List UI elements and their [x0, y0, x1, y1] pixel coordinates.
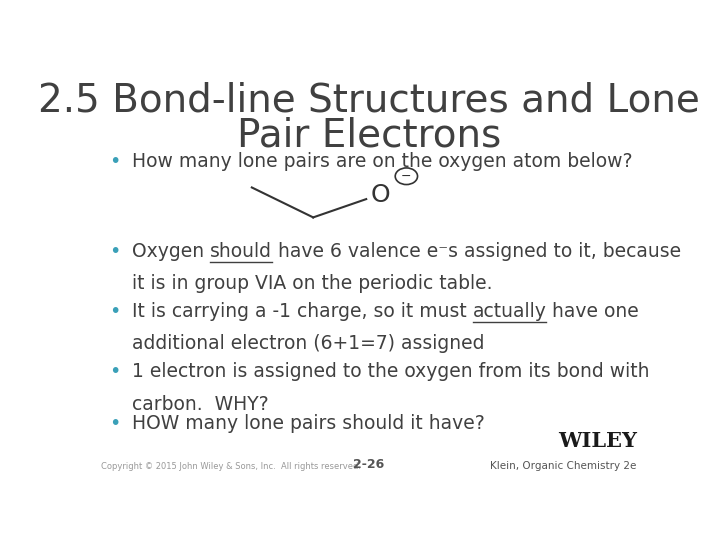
Text: It is carrying a -1 charge, so it must: It is carrying a -1 charge, so it must: [132, 302, 472, 321]
Text: carbon.  WHY?: carbon. WHY?: [132, 395, 269, 414]
Text: have 6 valence e⁻s assigned to it, because: have 6 valence e⁻s assigned to it, becau…: [272, 241, 681, 260]
Text: have one: have one: [546, 302, 639, 321]
Text: •: •: [109, 414, 121, 433]
Text: it is in group VIA on the periodic table.: it is in group VIA on the periodic table…: [132, 274, 492, 293]
Text: WILEY: WILEY: [558, 431, 637, 451]
Text: 2-26: 2-26: [354, 458, 384, 471]
Text: actually: actually: [472, 302, 546, 321]
Text: 2.5 Bond-line Structures and Lone: 2.5 Bond-line Structures and Lone: [38, 82, 700, 119]
Text: •: •: [109, 241, 121, 260]
Text: Copyright © 2015 John Wiley & Sons, Inc.  All rights reserved.: Copyright © 2015 John Wiley & Sons, Inc.…: [101, 462, 361, 471]
Text: Klein, Organic Chemistry 2e: Klein, Organic Chemistry 2e: [490, 462, 637, 471]
Text: •: •: [109, 302, 121, 321]
Text: −: −: [401, 170, 412, 183]
Text: How many lone pairs are on the oxygen atom below?: How many lone pairs are on the oxygen at…: [132, 152, 632, 171]
Text: Pair Electrons: Pair Electrons: [237, 117, 501, 155]
Text: 1 electron is assigned to the oxygen from its bond with: 1 electron is assigned to the oxygen fro…: [132, 362, 649, 381]
Text: •: •: [109, 362, 121, 381]
Text: HOW many lone pairs should it have?: HOW many lone pairs should it have?: [132, 414, 485, 433]
Text: additional electron (6+1=7) assigned: additional electron (6+1=7) assigned: [132, 334, 485, 353]
Text: should: should: [210, 241, 272, 260]
Text: •: •: [109, 152, 121, 171]
Text: O: O: [371, 183, 390, 207]
Text: Oxygen: Oxygen: [132, 241, 210, 260]
